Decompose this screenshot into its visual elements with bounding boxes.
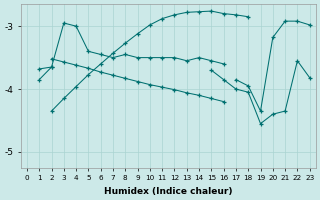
X-axis label: Humidex (Indice chaleur): Humidex (Indice chaleur) [104,187,233,196]
